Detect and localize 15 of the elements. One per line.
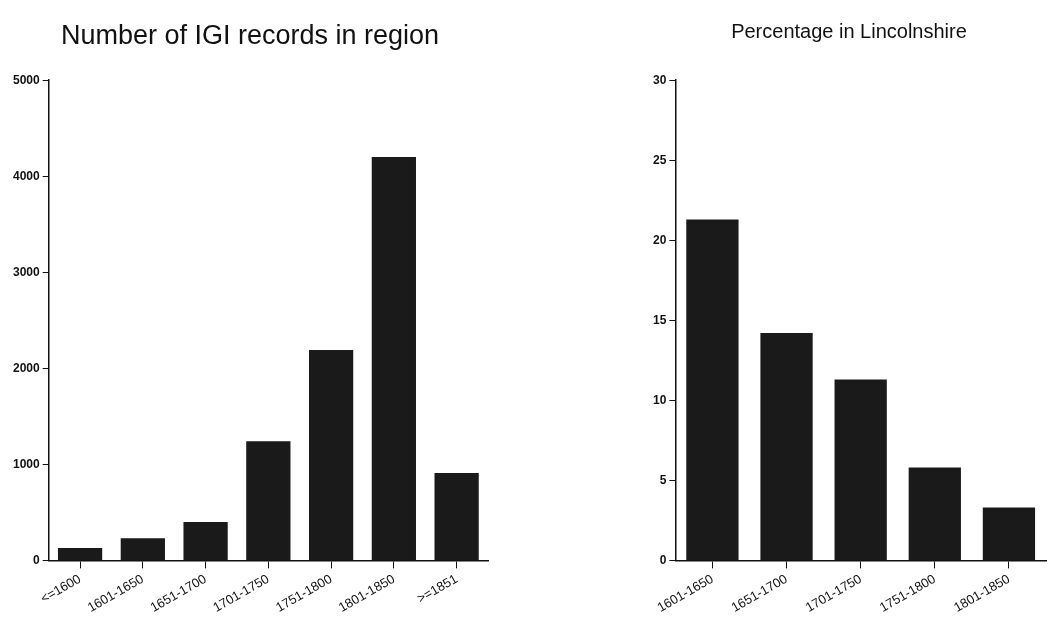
chart-title: Percentage in Lincolnshire bbox=[730, 20, 968, 43]
y-tick-label: 10 bbox=[652, 392, 667, 407]
y-tick-label: 30 bbox=[652, 72, 667, 87]
y-tick-label: 15 bbox=[652, 312, 667, 327]
y-tick-label: 1000 bbox=[12, 456, 41, 471]
y-tick-label: 5000 bbox=[12, 72, 41, 87]
y-tick-label: 0 bbox=[659, 552, 667, 567]
y-tick-label: 3000 bbox=[12, 264, 41, 279]
y-tick-label: 20 bbox=[652, 232, 667, 247]
y-tick-label: 2000 bbox=[12, 360, 41, 375]
y-tick-label: 0 bbox=[33, 552, 41, 567]
y-tick-label: 5 bbox=[659, 472, 667, 487]
chart-title: Number of IGI records in region bbox=[59, 20, 441, 51]
y-tick-label: 4000 bbox=[12, 168, 41, 183]
y-tick-label: 25 bbox=[652, 152, 667, 167]
